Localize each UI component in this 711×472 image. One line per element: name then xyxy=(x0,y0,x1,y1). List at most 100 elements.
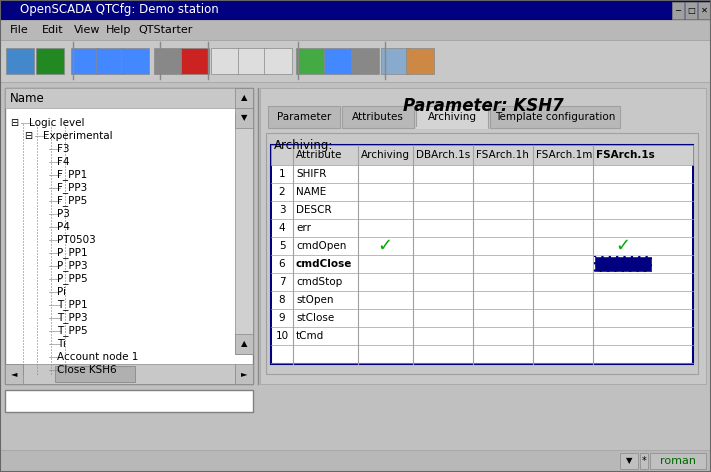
Text: cmdOpen: cmdOpen xyxy=(296,241,346,251)
Text: Attribute: Attribute xyxy=(296,150,343,160)
Text: Ti: Ti xyxy=(57,339,66,349)
Text: ▲: ▲ xyxy=(241,339,247,348)
Bar xyxy=(235,108,253,128)
Bar xyxy=(211,48,239,74)
Bar xyxy=(235,364,253,384)
Text: ▲: ▲ xyxy=(241,93,247,102)
Text: T_PP1: T_PP1 xyxy=(57,300,87,311)
Text: FSArch.1s: FSArch.1s xyxy=(596,150,655,160)
Text: FSArch.1h: FSArch.1h xyxy=(476,150,529,160)
Text: stOpen: stOpen xyxy=(296,295,333,305)
Bar xyxy=(0,450,711,472)
Text: ─: ─ xyxy=(675,6,680,15)
Text: F3: F3 xyxy=(57,144,70,154)
Text: Parameter: Parameter xyxy=(277,112,331,122)
Text: PT0503: PT0503 xyxy=(57,235,96,245)
Bar xyxy=(154,48,182,74)
Text: err: err xyxy=(296,223,311,233)
Text: F_PP1: F_PP1 xyxy=(57,169,87,180)
Text: Logic level: Logic level xyxy=(29,118,85,128)
Text: T_PP5: T_PP5 xyxy=(57,326,87,337)
Bar xyxy=(260,88,706,384)
Text: □: □ xyxy=(687,6,695,15)
Bar xyxy=(266,133,698,374)
Bar xyxy=(272,165,692,183)
Bar xyxy=(6,48,34,74)
Text: P_PP1: P_PP1 xyxy=(57,247,87,259)
Text: View: View xyxy=(74,25,100,35)
Text: F_PP5: F_PP5 xyxy=(57,195,87,206)
Text: QTStarter: QTStarter xyxy=(138,25,193,35)
Bar xyxy=(650,453,706,469)
Text: Experimental: Experimental xyxy=(43,131,112,141)
Bar xyxy=(272,327,692,345)
Text: P_PP3: P_PP3 xyxy=(57,261,87,271)
Text: Attributes: Attributes xyxy=(352,112,404,122)
Text: ⊟: ⊟ xyxy=(10,118,18,128)
Text: 10: 10 xyxy=(275,331,289,341)
Text: Name: Name xyxy=(10,92,45,104)
Bar xyxy=(5,364,235,384)
Bar xyxy=(181,48,209,74)
Text: *: * xyxy=(641,456,646,466)
Bar xyxy=(121,48,149,74)
Bar xyxy=(96,48,124,74)
Bar xyxy=(5,88,253,384)
Text: ⊟: ⊟ xyxy=(24,131,32,141)
Bar xyxy=(5,88,235,108)
Text: P_PP5: P_PP5 xyxy=(57,274,87,285)
Bar xyxy=(264,48,292,74)
Bar xyxy=(36,48,64,74)
Bar xyxy=(640,453,648,469)
Bar xyxy=(271,145,693,165)
Text: cmdClose: cmdClose xyxy=(296,259,353,269)
Bar xyxy=(272,201,692,219)
Text: ✕: ✕ xyxy=(700,6,707,15)
Bar xyxy=(381,48,409,74)
Text: 1: 1 xyxy=(279,169,285,179)
Text: 4: 4 xyxy=(279,223,285,233)
Text: NAME: NAME xyxy=(296,187,326,197)
Text: P4: P4 xyxy=(57,222,70,232)
Text: 5: 5 xyxy=(279,241,285,251)
Text: OpenSCADA QTCfg: Demo station: OpenSCADA QTCfg: Demo station xyxy=(20,3,219,17)
Bar xyxy=(235,88,253,108)
Text: ◄: ◄ xyxy=(11,370,17,379)
Bar xyxy=(351,48,379,74)
Text: cmdStop: cmdStop xyxy=(296,277,342,287)
Text: DBArch.1s: DBArch.1s xyxy=(416,150,470,160)
Bar xyxy=(0,0,711,20)
Bar xyxy=(268,106,340,128)
Bar xyxy=(0,40,711,82)
Bar xyxy=(594,256,652,272)
Text: ►: ► xyxy=(241,370,247,379)
Text: FSArch.1m: FSArch.1m xyxy=(536,150,592,160)
Text: 7: 7 xyxy=(279,277,285,287)
Bar xyxy=(235,334,253,354)
Bar xyxy=(238,48,266,74)
Bar xyxy=(272,309,692,327)
Bar xyxy=(0,20,711,40)
Text: Archiving: Archiving xyxy=(361,150,410,160)
Bar xyxy=(55,366,135,382)
Text: 6: 6 xyxy=(279,259,285,269)
Bar xyxy=(324,48,352,74)
Text: Archiving:: Archiving: xyxy=(274,138,333,152)
Bar xyxy=(685,2,697,19)
Bar xyxy=(620,453,638,469)
Text: ✓: ✓ xyxy=(378,237,392,255)
Text: F_PP3: F_PP3 xyxy=(57,183,87,194)
Text: Pi: Pi xyxy=(57,287,66,297)
Text: P3: P3 xyxy=(57,209,70,219)
Text: F4: F4 xyxy=(57,157,70,167)
Text: roman: roman xyxy=(660,456,696,466)
Bar xyxy=(272,183,692,201)
Text: Help: Help xyxy=(106,25,132,35)
Text: tCmd: tCmd xyxy=(296,331,324,341)
Bar xyxy=(271,145,693,364)
Text: 2: 2 xyxy=(279,187,285,197)
Bar xyxy=(5,364,23,384)
Bar xyxy=(342,106,414,128)
Bar xyxy=(272,255,692,273)
Text: ▼: ▼ xyxy=(626,456,632,465)
